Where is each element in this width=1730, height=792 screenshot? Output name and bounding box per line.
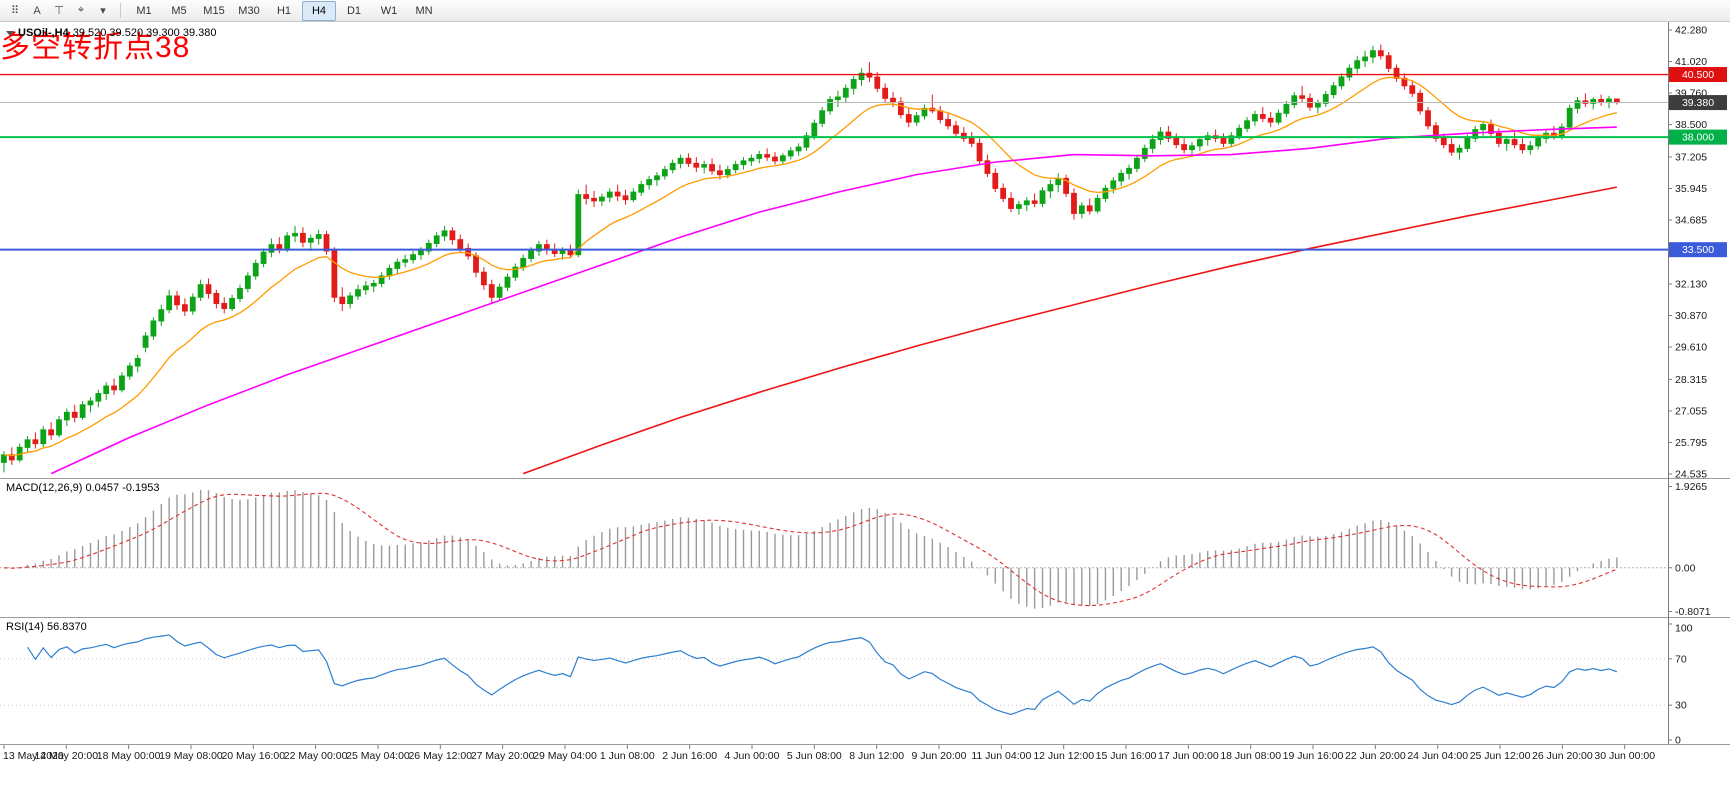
svg-text:32.130: 32.130	[1675, 278, 1707, 290]
svg-text:33.500: 33.500	[1682, 244, 1714, 256]
svg-text:20 May 16:00: 20 May 16:00	[221, 750, 285, 762]
price-axis: 42.28041.02039.76038.50037.20535.94534.6…	[1668, 25, 1707, 481]
rsi-indicator-label: RSI(14) 56.8370	[6, 621, 87, 633]
svg-text:100: 100	[1675, 623, 1693, 635]
svg-text:26 Jun 20:00: 26 Jun 20:00	[1532, 750, 1593, 762]
timeframe-d1-button[interactable]: D1	[346, 4, 362, 17]
annotate-a-tool-icon[interactable]: A	[33, 4, 41, 17]
svg-text:38.000: 38.000	[1682, 132, 1714, 144]
svg-text:15 Jun 16:00: 15 Jun 16:00	[1096, 750, 1157, 762]
collapse-arrow-icon[interactable]	[6, 30, 14, 36]
svg-text:5 Jun 08:00: 5 Jun 08:00	[787, 750, 842, 762]
svg-text:1.9265: 1.9265	[1675, 481, 1707, 493]
svg-text:41.020: 41.020	[1675, 56, 1707, 68]
symbol-timeframe-label: USOil-,H4	[18, 27, 69, 39]
svg-text:25 Jun 12:00: 25 Jun 12:00	[1470, 750, 1531, 762]
svg-text:30.870: 30.870	[1675, 310, 1707, 322]
rsi-line	[27, 634, 1618, 716]
svg-text:2 Jun 16:00: 2 Jun 16:00	[662, 750, 717, 762]
svg-text:18 Jun 08:00: 18 Jun 08:00	[1220, 750, 1281, 762]
svg-text:0: 0	[1675, 735, 1681, 747]
ohlc-values: 39.520 39.520 39.300 39.380	[72, 27, 217, 39]
svg-text:14 May 20:00: 14 May 20:00	[34, 750, 98, 762]
ma-fast-line	[3, 76, 1617, 457]
drag-handle-icon[interactable]: ⠿	[10, 5, 20, 17]
macd-indicator-label: MACD(12,26,9) 0.0457 -0.1953	[6, 482, 160, 494]
symbol-ohlc-readout: USOil-,H4 39.520 39.520 39.300 39.380	[6, 27, 216, 39]
crosshair-tool-icon[interactable]: ⌖	[77, 4, 85, 16]
svg-text:28.315: 28.315	[1675, 374, 1707, 386]
svg-text:29 May 04:00: 29 May 04:00	[533, 750, 597, 762]
svg-text:4 Jun 00:00: 4 Jun 00:00	[725, 750, 780, 762]
svg-text:34.685: 34.685	[1675, 215, 1707, 227]
svg-text:27 May 20:00: 27 May 20:00	[471, 750, 535, 762]
svg-text:18 May 00:00: 18 May 00:00	[97, 750, 161, 762]
svg-text:12 Jun 12:00: 12 Jun 12:00	[1033, 750, 1094, 762]
ma-medium-line	[50, 126, 1617, 475]
price-badges: 40.500 39.380 38.000 33.500	[1669, 67, 1727, 258]
svg-text:29.610: 29.610	[1675, 342, 1707, 354]
timeframe-buttons: M1 M5 M15 M30 H1 H4 D1 W1 MN	[127, 0, 441, 21]
svg-text:1 Jun 08:00: 1 Jun 08:00	[600, 750, 655, 762]
svg-text:17 Jun 00:00: 17 Jun 00:00	[1158, 750, 1219, 762]
svg-text:25.795: 25.795	[1675, 437, 1707, 449]
svg-text:13 May 2020: 13 May 2020	[3, 750, 64, 762]
ma-slow-line	[522, 186, 1618, 475]
rsi-panel: 100 70 30 0	[0, 623, 1693, 747]
svg-text:9 Jun 20:00: 9 Jun 20:00	[912, 750, 967, 762]
svg-text:22 May 00:00: 22 May 00:00	[284, 750, 348, 762]
svg-text:39.380: 39.380	[1682, 97, 1714, 109]
cursor-dropdown-arrow-icon[interactable]: ▾	[100, 5, 106, 17]
svg-text:11 Jun 04:00: 11 Jun 04:00	[971, 750, 1031, 762]
timeframe-mn-button[interactable]: MN	[415, 4, 433, 17]
timeframe-h1-button[interactable]: H1	[276, 4, 292, 17]
svg-text:24 Jun 04:00: 24 Jun 04:00	[1407, 750, 1468, 762]
chart-canvas[interactable]: 42.28041.02039.76038.50037.20535.94534.6…	[0, 22, 1730, 770]
timeframe-m5-button[interactable]: M5	[171, 4, 187, 17]
macd-panel: 1.9265 0.00 -0.8071	[0, 481, 1711, 618]
svg-text:19 Jun 16:00: 19 Jun 16:00	[1283, 750, 1344, 762]
svg-text:19 May 08:00: 19 May 08:00	[159, 750, 223, 762]
svg-text:30 Jun 00:00: 30 Jun 00:00	[1594, 750, 1655, 762]
svg-text:42.280: 42.280	[1675, 25, 1707, 37]
toolbar-tools: ⠿ A ⊤ ⌖ ▾	[4, 1, 114, 21]
moving-averages	[3, 76, 1618, 475]
svg-text:8 Jun 12:00: 8 Jun 12:00	[849, 750, 904, 762]
svg-text:25 May 04:00: 25 May 04:00	[346, 750, 410, 762]
candlestick-series	[1, 44, 1620, 473]
svg-text:22 Jun 20:00: 22 Jun 20:00	[1345, 750, 1406, 762]
timeframe-w1-button[interactable]: W1	[380, 4, 398, 17]
svg-text:27.055: 27.055	[1675, 405, 1707, 417]
svg-text:30: 30	[1675, 700, 1687, 712]
chart-annotation: 多空转折点38	[0, 31, 191, 64]
timeframe-m15-button[interactable]: M15	[203, 4, 225, 17]
timeframe-m1-button[interactable]: M1	[136, 4, 152, 17]
svg-text:24.535: 24.535	[1675, 469, 1707, 481]
timeframe-h4-button[interactable]: H4	[302, 0, 336, 21]
svg-text:-0.8071: -0.8071	[1675, 606, 1711, 618]
macd-signal-line	[3, 492, 1618, 607]
horizontal-level-lines	[0, 73, 1668, 251]
svg-text:35.945: 35.945	[1675, 183, 1707, 195]
chart-area[interactable]: 42.280 41.020 39.760 38.500 37.205 35.945 34.6…	[0, 22, 1730, 775]
panel-frame	[0, 22, 1730, 745]
toolbar-divider	[120, 3, 121, 18]
svg-text:40.500: 40.500	[1682, 69, 1714, 81]
svg-text:70: 70	[1675, 653, 1687, 665]
text-tool-icon[interactable]: ⊤	[54, 5, 64, 17]
svg-text:37.205: 37.205	[1675, 151, 1707, 163]
svg-text:26 May 12:00: 26 May 12:00	[408, 750, 472, 762]
svg-text:38.500: 38.500	[1675, 119, 1707, 131]
svg-text:0.00: 0.00	[1675, 562, 1696, 574]
timeframe-m30-button[interactable]: M30	[238, 4, 260, 17]
toolbar: ⠿ A ⊤ ⌖ ▾ M1 M5 M15 M30 H1 H4 D1 W1 MN	[0, 0, 1730, 22]
